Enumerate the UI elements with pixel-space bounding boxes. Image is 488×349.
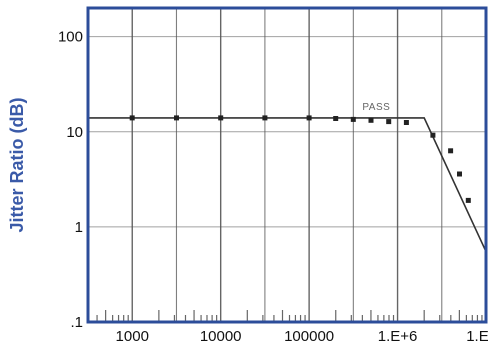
plot-frame <box>86 6 488 324</box>
measured-point <box>333 116 339 121</box>
measured-point <box>448 148 454 154</box>
measured-point <box>368 117 374 123</box>
x-tick-label: 1.E+7 <box>466 328 488 345</box>
measured-point <box>306 115 312 121</box>
y-gridlines <box>88 36 486 323</box>
measured-point <box>386 119 392 125</box>
y-tick-labels: .1 1 10 100 <box>58 29 83 331</box>
measured-point <box>350 116 356 122</box>
y-tick-label: 100 <box>58 29 83 46</box>
y-tick-label: .1 <box>70 314 83 331</box>
y-tick-label: 10 <box>66 124 83 141</box>
x-tick-label: 10000 <box>200 328 242 345</box>
measured-point <box>174 115 179 121</box>
y-axis-label: Jitter Ratio (dB) <box>7 97 27 232</box>
x-tick-labels: 1000 10000 100000 1.E+6 1.E+7 <box>116 328 488 345</box>
measured-point <box>129 115 135 121</box>
series-layer <box>88 115 487 252</box>
x-minor-ticks <box>96 310 483 322</box>
measured-point <box>403 120 409 125</box>
measured-point <box>262 115 268 121</box>
x-tick-label: 100000 <box>284 328 334 345</box>
pass-mask-line <box>88 117 487 252</box>
measured-point <box>218 115 224 121</box>
pass-annotation: PASS <box>362 102 390 113</box>
x-gridlines <box>87 8 487 322</box>
measured-point <box>465 197 471 203</box>
x-tick-label: 1.E+6 <box>378 328 418 345</box>
measured-point <box>430 132 436 138</box>
x-tick-label: 1000 <box>116 328 149 345</box>
y-tick-label: 1 <box>75 219 83 236</box>
measured-point <box>457 171 462 177</box>
